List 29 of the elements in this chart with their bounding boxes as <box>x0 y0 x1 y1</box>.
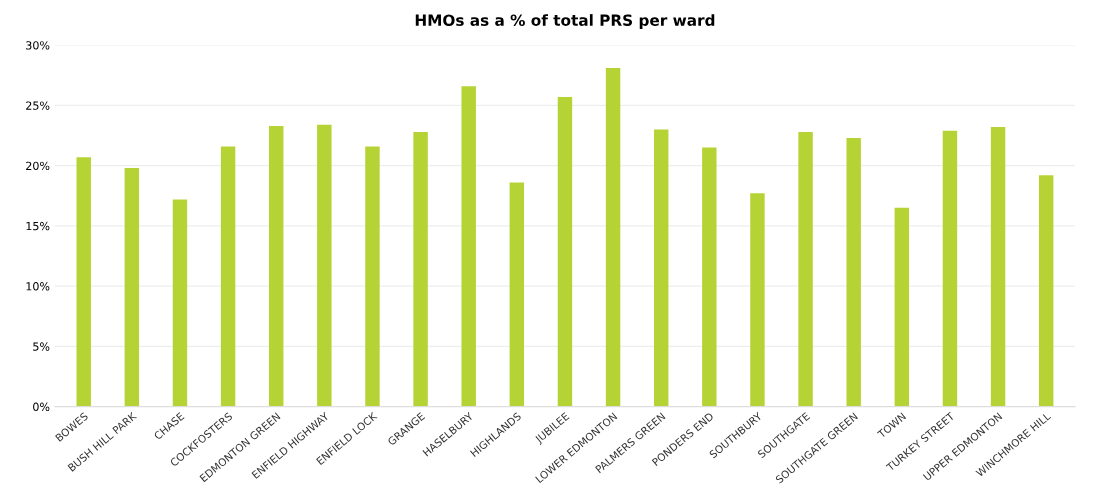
bar <box>798 131 813 407</box>
y-tick-label: 30% <box>26 41 50 50</box>
bar <box>172 199 188 407</box>
bar <box>942 130 958 407</box>
bar <box>509 182 525 407</box>
bar <box>413 131 428 407</box>
y-tick-label: 5% <box>33 342 50 351</box>
bar <box>365 146 380 407</box>
bar <box>124 168 140 407</box>
bar <box>605 68 621 407</box>
bar <box>653 129 669 407</box>
bar <box>317 124 332 407</box>
y-tick-label: 25% <box>26 101 50 110</box>
bar <box>702 147 717 407</box>
bar <box>220 146 236 407</box>
bar <box>750 193 765 407</box>
chart-title: HMOs as a % of total PRS per ward <box>415 14 715 29</box>
bar <box>557 96 573 407</box>
bar <box>269 125 284 407</box>
bar <box>894 207 910 407</box>
bar <box>1038 175 1054 407</box>
y-tick-label: 20% <box>26 161 50 171</box>
y-tick-label: 10% <box>26 282 50 291</box>
bar <box>846 137 861 407</box>
bar <box>990 127 1006 407</box>
bar <box>76 157 91 407</box>
y-tick-label: 0% <box>33 402 50 411</box>
bar <box>461 86 476 407</box>
y-tick-label: 15% <box>26 221 50 231</box>
